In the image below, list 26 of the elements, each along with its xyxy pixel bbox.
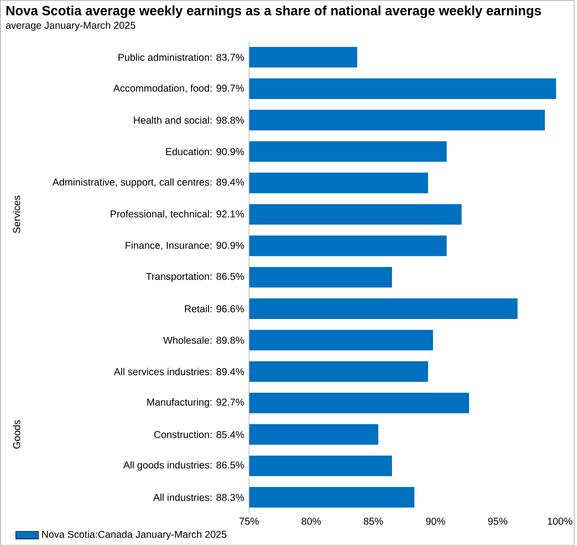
x-tick-label: 95% xyxy=(488,518,508,525)
y-tick-label: Transportation: 86.5% xyxy=(146,272,244,282)
y-tick-label: Administrative, support, call centres: 89.4% xyxy=(52,178,244,188)
x-tick-label: 90% xyxy=(426,518,446,525)
y-tick-label: Public administration: 83.7% xyxy=(118,54,244,61)
y-tick-label: Manufacturing: 92.7% xyxy=(147,398,244,408)
x-tick-label: 75% xyxy=(240,518,259,525)
y-tick-label: Construction: 85.4% xyxy=(154,430,244,438)
text: Goods xyxy=(12,420,20,449)
y-tick-label: All industries: 88.3% xyxy=(153,494,244,502)
y-tick-label: Professional, technical: 92.1% xyxy=(110,210,244,219)
y-tick-label: Health and social: 98.8% xyxy=(134,116,244,124)
y-tick-label: All services industries: 89.4% xyxy=(114,368,244,376)
x-tick-label: 85% xyxy=(364,518,383,525)
y-tick-label: Wholesale: 89.8% xyxy=(163,336,244,344)
chart-title: Nova Scotia average weekly earnings as a share of national average weekly earnings xyxy=(6,6,541,18)
y-tick-label: Education: 90.9% xyxy=(166,148,244,156)
y-tick-label: Accommodation, food: 99.7% xyxy=(113,84,244,93)
y-tick-label: Finance, Insurance: 90.9% xyxy=(126,242,244,250)
x-tick-label: 80% xyxy=(302,518,321,525)
y-tick-label: Retail: 96.6% xyxy=(184,305,244,312)
y-tick-label: All goods industries: 86.5% xyxy=(123,461,244,471)
text: average January-March 2025 xyxy=(6,22,136,31)
x-tick-label: 100% xyxy=(548,518,572,525)
legend-label: Nova Scotia:Canada January-March 2025 xyxy=(42,530,226,540)
text: Services xyxy=(12,196,20,234)
